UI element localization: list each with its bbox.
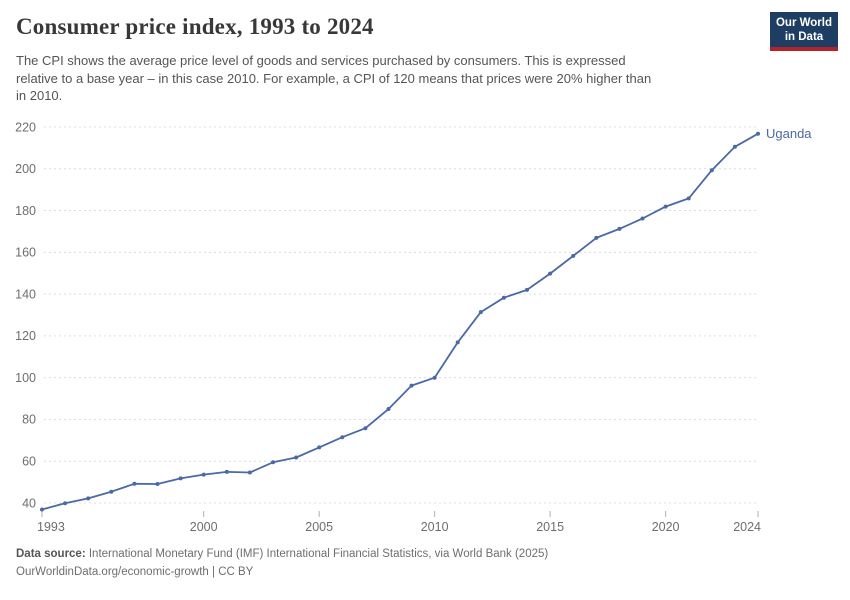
data-point[interactable]	[132, 481, 137, 486]
data-point[interactable]	[663, 204, 668, 209]
data-point[interactable]	[501, 295, 506, 300]
data-point[interactable]	[271, 460, 275, 465]
x-tick-label: 2010	[421, 520, 449, 534]
data-point[interactable]	[317, 445, 322, 450]
subtitle-line: in 2010.	[16, 88, 63, 103]
owid-url-line: OurWorldinData.org/economic-growth | CC …	[16, 565, 254, 578]
x-tick-label: 2020	[652, 520, 680, 534]
data-point[interactable]	[686, 196, 691, 201]
subtitle-line: relative to a base year – in this case 2…	[16, 70, 652, 86]
x-tick-label: 2000	[190, 520, 218, 534]
data-line[interactable]	[41, 132, 759, 511]
x-tick-label: 2015	[536, 520, 564, 534]
data-point[interactable]	[155, 482, 160, 486]
data-point[interactable]	[594, 235, 599, 240]
data-point[interactable]	[432, 375, 437, 380]
data-point[interactable]	[247, 470, 252, 475]
chart-footer: Data source: International Monetary Fund…	[16, 546, 834, 581]
chart-header: Consumer price index, 1993 to 2024 The C…	[16, 12, 838, 105]
data-point[interactable]	[178, 476, 183, 481]
owid-logo-line2: in Data	[784, 31, 824, 43]
y-tick-label: 40	[22, 496, 36, 510]
y-tick-label: 160	[15, 246, 36, 260]
chart-subtitle: The CPI shows the average price level of…	[16, 52, 756, 105]
data-source-line: Data source: International Monetary Fund…	[16, 546, 834, 564]
y-tick-label: 60	[22, 455, 36, 469]
owid-logo-line1: Our World	[775, 17, 832, 29]
data-source-text: International Monetary Fund (IMF) Intern…	[85, 548, 549, 560]
data-source-label: Data source:	[16, 548, 86, 560]
x-tick-label: 1993	[37, 520, 65, 534]
y-tick-label: 220	[15, 120, 36, 134]
series-label-uganda[interactable]: Uganda	[766, 126, 812, 141]
data-point[interactable]	[201, 472, 206, 477]
data-point[interactable]	[617, 226, 622, 231]
x-tick-label: 2024	[733, 520, 761, 534]
x-tick-label: 2005	[305, 520, 333, 534]
data-point[interactable]	[63, 501, 68, 506]
data-point[interactable]	[709, 168, 714, 173]
y-tick-label: 100	[15, 371, 36, 385]
data-point[interactable]	[455, 340, 460, 345]
data-point[interactable]	[86, 496, 91, 501]
data-point[interactable]	[571, 253, 576, 258]
data-point[interactable]	[756, 131, 760, 136]
data-point[interactable]	[363, 426, 368, 431]
data-point[interactable]	[340, 435, 345, 440]
data-point[interactable]	[386, 407, 391, 411]
data-point[interactable]	[640, 216, 645, 221]
data-point[interactable]	[40, 507, 44, 512]
data-point[interactable]	[294, 455, 299, 460]
data-point[interactable]	[409, 383, 414, 388]
page-title: Consumer price index, 1993 to 2024	[16, 14, 374, 39]
data-point[interactable]	[525, 287, 529, 292]
y-tick-label: 140	[15, 287, 36, 301]
y-tick-label: 80	[22, 413, 36, 427]
y-tick-label: 120	[15, 329, 36, 343]
data-point[interactable]	[109, 489, 114, 494]
subtitle-line: The CPI shows the average price level of…	[16, 53, 626, 68]
cpi-line-chart[interactable]: 40 60 80 100 120 140 160 180 200 220 1993 2000 2005 2…	[0, 115, 850, 540]
data-point[interactable]	[732, 144, 737, 149]
y-tick-label: 200	[15, 162, 36, 176]
data-point[interactable]	[548, 271, 553, 276]
owid-logo: Our World in Data	[770, 12, 838, 51]
owid-logo-red-bar	[770, 47, 838, 51]
y-tick-label: 180	[15, 204, 36, 218]
data-point[interactable]	[224, 469, 229, 474]
data-point[interactable]	[478, 310, 483, 315]
